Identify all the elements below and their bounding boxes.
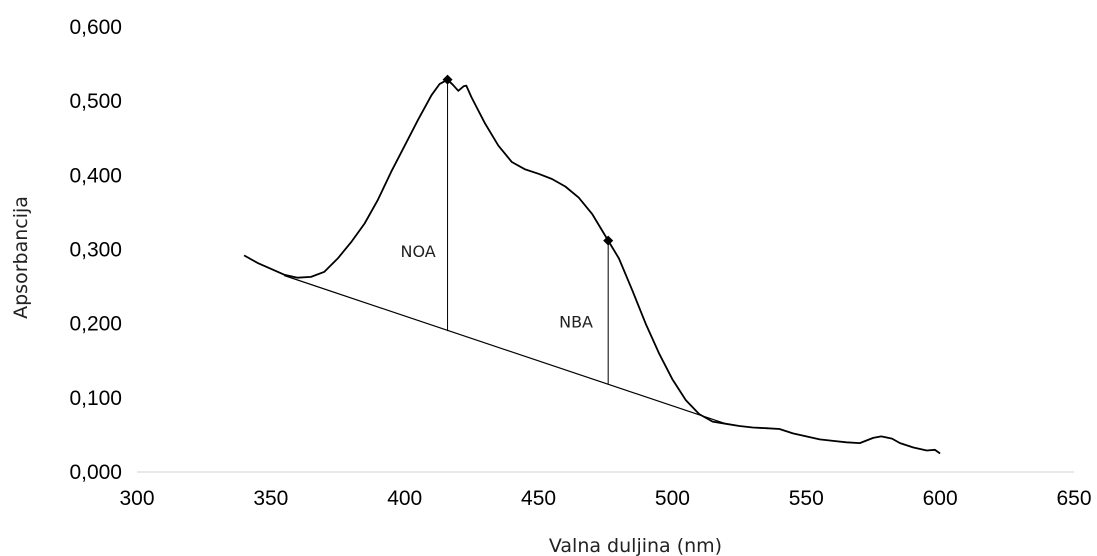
x-tick-label: 500 xyxy=(655,487,690,510)
x-tick-label: 400 xyxy=(387,487,422,510)
annotation-layer: NOA NBA xyxy=(400,79,609,384)
y-axis-title: Apsorbancija xyxy=(10,196,32,319)
baseline-line xyxy=(284,274,727,425)
x-axis-title: Valna duljina (nm) xyxy=(549,535,722,556)
x-tick-label: 350 xyxy=(253,487,288,510)
y-tick-label: 0,400 xyxy=(69,164,122,187)
marker-layer xyxy=(442,74,614,246)
x-axis-ticks: 300 350 400 450 500 550 600 650 xyxy=(119,487,1091,510)
spectrum-line xyxy=(243,78,941,455)
y-tick-label: 0,200 xyxy=(69,313,122,336)
noa-label: NOA xyxy=(400,242,435,261)
diamond-marker xyxy=(603,235,614,246)
y-tick-label: 0,000 xyxy=(69,461,122,484)
y-tick-label: 0,300 xyxy=(69,239,122,262)
y-tick-label: 0,600 xyxy=(69,16,122,39)
y-tick-label: 0,500 xyxy=(69,90,122,113)
x-tick-label: 300 xyxy=(119,487,154,510)
x-tick-label: 550 xyxy=(789,487,824,510)
diamond-marker xyxy=(442,74,453,85)
nba-label: NBA xyxy=(559,312,593,331)
y-tick-label: 0,100 xyxy=(69,387,122,410)
x-tick-label: 650 xyxy=(1056,487,1091,510)
y-axis-ticks: 0,000 0,100 0,200 0,300 0,400 0,500 0,600 xyxy=(69,16,122,484)
x-tick-label: 450 xyxy=(521,487,556,510)
x-tick-label: 600 xyxy=(923,487,958,510)
plot-area: 300 350 400 450 500 550 600 650 0,000 0,100 0,200… xyxy=(69,16,1091,510)
series-layer xyxy=(243,78,941,455)
